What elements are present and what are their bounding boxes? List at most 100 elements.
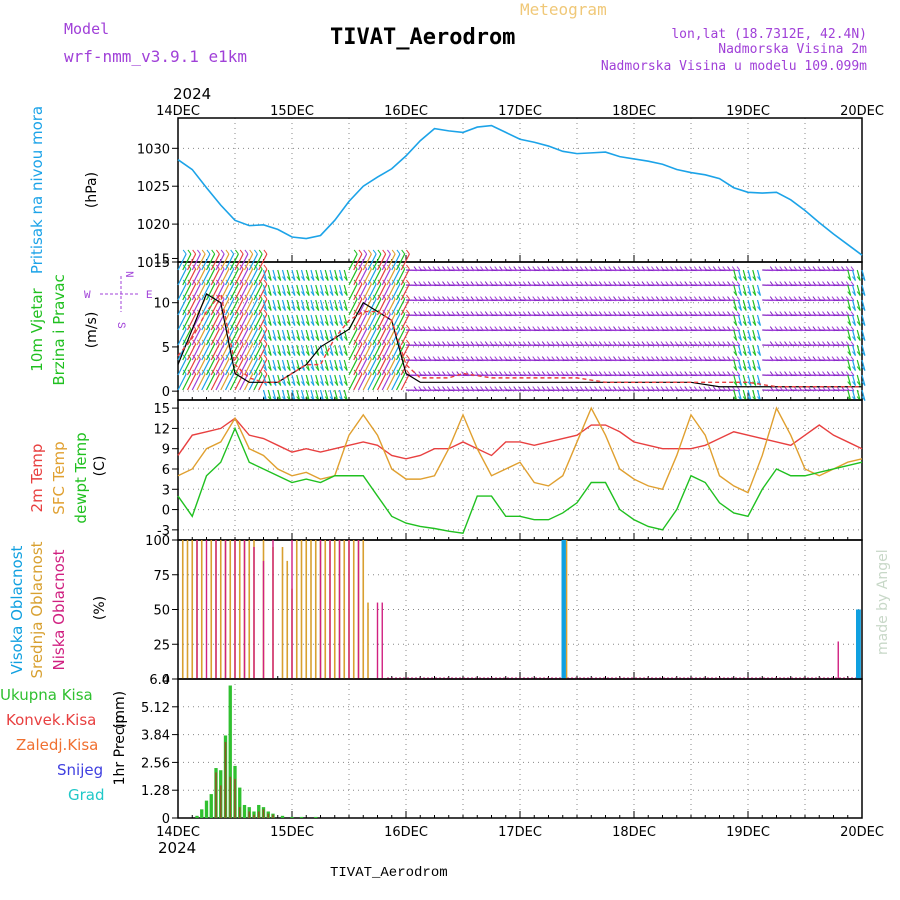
compass-n: N	[122, 271, 134, 278]
wind-barb-feather	[263, 276, 267, 281]
wind-barb	[243, 298, 254, 316]
wind-barb-feather	[757, 276, 761, 281]
x-tick-label: 20DEC	[840, 104, 884, 119]
wind-barb	[177, 253, 187, 271]
x-tick-label: 14DEC	[156, 104, 200, 119]
wind-barb-feather	[301, 291, 305, 296]
wind-barb-feather	[272, 321, 277, 326]
wind-barb	[747, 269, 752, 281]
wind-barb-feather	[742, 366, 747, 371]
wind-barb	[243, 268, 254, 286]
wind-barb	[177, 373, 187, 391]
wind-barb	[319, 299, 325, 311]
wind-barb	[372, 343, 382, 361]
wind-barb	[296, 374, 301, 386]
wind-barb	[248, 328, 258, 346]
wind-barb	[400, 268, 410, 286]
wind-barb-feather	[856, 351, 861, 356]
wind-barb	[234, 343, 244, 361]
wind-barb	[262, 374, 268, 386]
wind-barb	[191, 373, 201, 391]
wind-barb-feather	[267, 306, 272, 311]
wind-barb	[338, 269, 344, 281]
temp-ylabel-dewpt: dewpt Temp	[72, 432, 90, 523]
wind-barb	[262, 344, 268, 356]
wind-barb	[391, 358, 401, 376]
wind-barb	[305, 299, 310, 311]
wind-barb-feather	[861, 381, 866, 386]
wind-barb	[305, 344, 310, 356]
wind-barb-feather	[301, 351, 305, 356]
wind-barb-feather	[396, 249, 401, 255]
wind-barb	[215, 373, 225, 391]
wind-barb	[210, 253, 220, 271]
wind-barb-feather	[334, 366, 339, 371]
wind-barb	[267, 374, 272, 386]
wind-barb	[391, 373, 401, 391]
wind-barb	[186, 358, 197, 376]
wind-barb	[191, 253, 201, 271]
wind-barb	[400, 313, 410, 331]
wind-barb	[353, 343, 363, 361]
wind-barb-feather	[310, 291, 315, 296]
wind-barb-feather	[320, 321, 324, 326]
wind-barb	[310, 314, 315, 326]
wind-barb	[334, 359, 339, 371]
wind-barb	[300, 374, 306, 386]
wind-barb	[186, 313, 197, 331]
wind-barb	[305, 329, 310, 341]
wind-barb-feather	[339, 306, 343, 311]
wind-barb-feather	[852, 291, 856, 296]
wind-barb	[353, 283, 363, 301]
wind-barb	[291, 284, 296, 296]
wind-barb-feather	[305, 381, 310, 386]
y-tick-label: 1025	[137, 180, 170, 195]
wind-barb-feather	[368, 249, 372, 255]
wind-barb-feather	[382, 249, 387, 255]
wind-barb	[281, 284, 287, 296]
wind-barb	[315, 389, 320, 401]
wind-barb-feather	[861, 321, 866, 326]
wind-barb	[258, 268, 268, 286]
wind-barb	[319, 314, 325, 326]
wind-barb-feather	[258, 249, 263, 255]
wind-barb	[747, 344, 752, 356]
wind-barb	[737, 329, 743, 341]
wind-barb	[343, 299, 348, 311]
wind-barb	[733, 269, 738, 281]
wind-barb	[258, 328, 268, 346]
wind-barb-feather	[847, 336, 852, 341]
wind-barb	[243, 358, 254, 376]
wind-barb	[372, 358, 382, 376]
wind-barb	[296, 269, 301, 281]
wind-barb	[756, 359, 762, 371]
wind-barb	[272, 314, 277, 326]
wind-barb-feather	[736, 356, 741, 361]
wind-barb	[324, 284, 329, 296]
wind-barb	[277, 344, 282, 356]
wind-barb	[391, 298, 401, 316]
wind-barb	[353, 268, 363, 286]
x-tick-label: 18DEC	[612, 825, 656, 840]
wind-barb	[324, 344, 329, 356]
wind-barb	[186, 343, 197, 361]
wind-barb	[376, 268, 387, 286]
wind-barb-feather	[296, 336, 301, 341]
wind-barb	[334, 284, 339, 296]
wind-barb	[362, 268, 372, 286]
wind-barb	[733, 344, 738, 356]
wind-barb-feather	[244, 249, 249, 255]
wind-barb	[177, 283, 187, 301]
wind-barb	[372, 298, 382, 316]
wind-barb-feather	[315, 306, 320, 311]
wind-barb	[334, 374, 339, 386]
x-tick-label: 15DEC	[270, 825, 314, 840]
wind-barb	[210, 373, 220, 391]
wind-barb	[861, 329, 866, 341]
wind-barb-feather	[263, 291, 267, 296]
y-tick-label: 2.56	[141, 756, 170, 771]
wind-barb	[737, 299, 743, 311]
wind-barb	[205, 358, 216, 376]
wind-barb	[737, 389, 743, 401]
wind-barb-feather	[406, 339, 410, 345]
